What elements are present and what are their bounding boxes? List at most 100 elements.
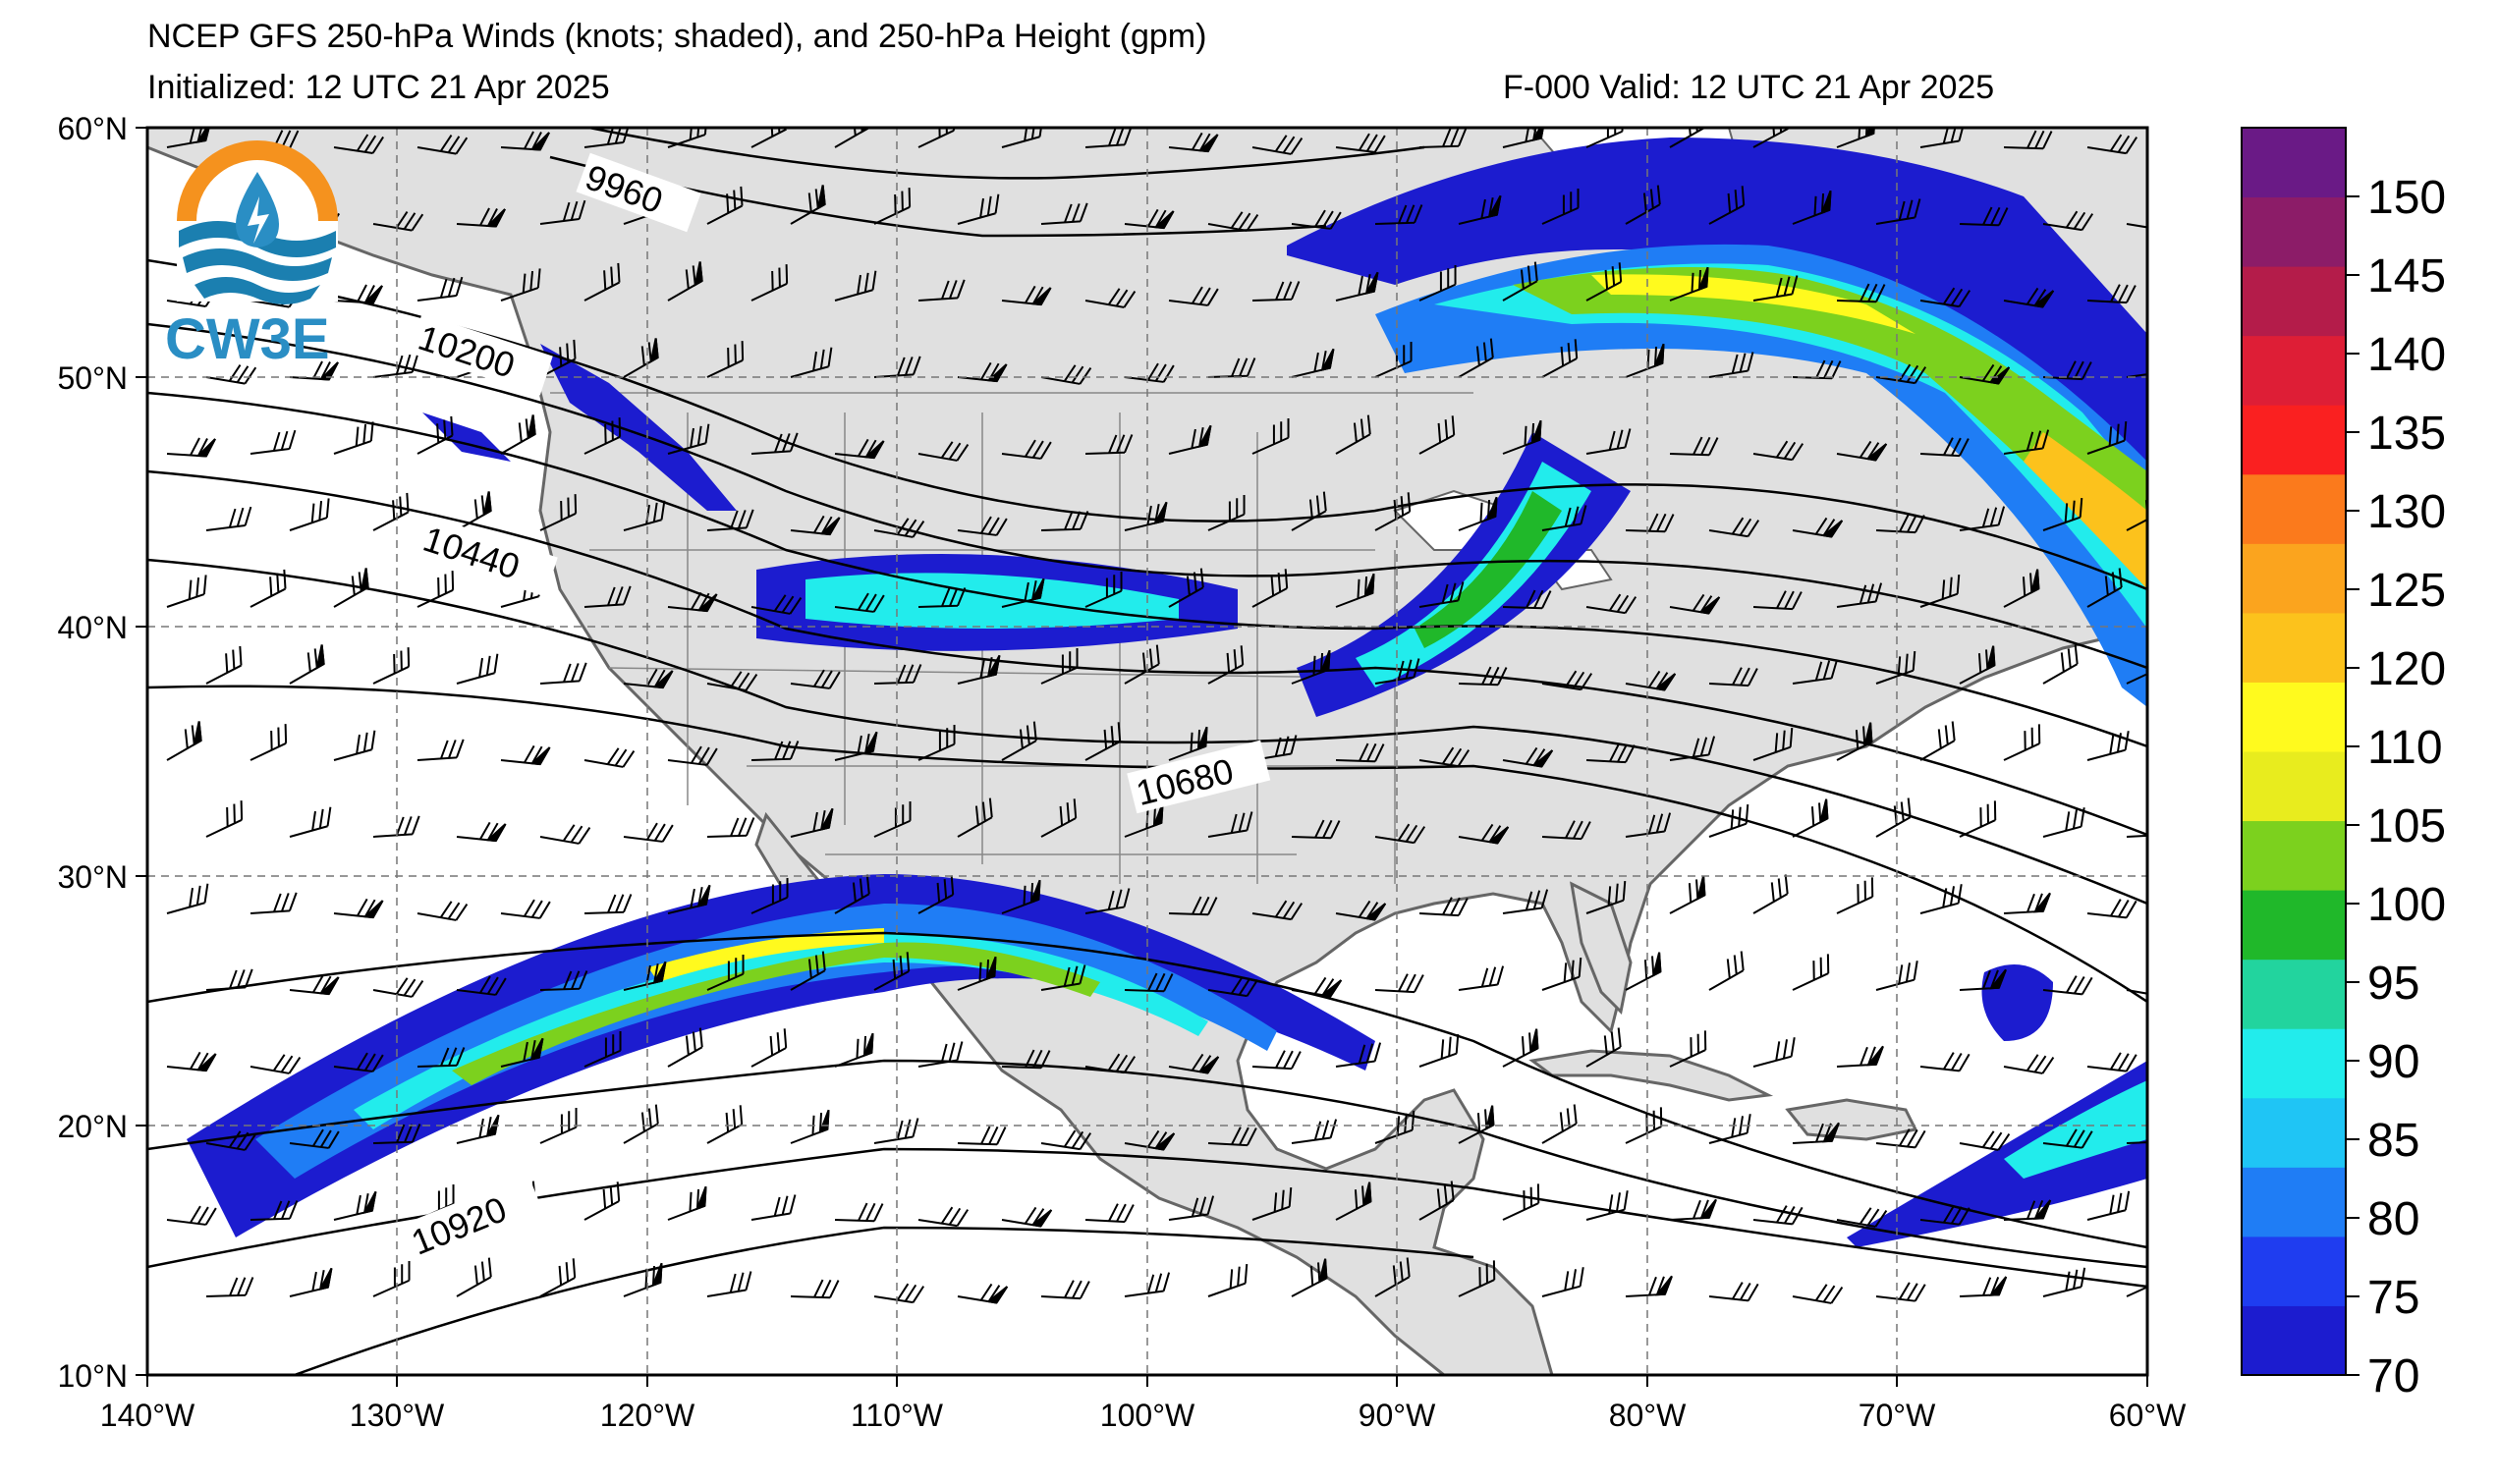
wind-barb bbox=[1335, 414, 1371, 455]
wind-barb-flag bbox=[1821, 520, 1844, 538]
wind-barb bbox=[1168, 286, 1219, 306]
wind-barb bbox=[623, 1104, 659, 1144]
wind-barb bbox=[372, 1124, 421, 1144]
wind-barb bbox=[1502, 1183, 1540, 1221]
wind-barb bbox=[2086, 1190, 2131, 1221]
lon-label: 110°W bbox=[851, 1398, 944, 1433]
wind-barb bbox=[456, 653, 499, 685]
wind-barb bbox=[1625, 1107, 1663, 1144]
wind-barb-flag bbox=[649, 338, 659, 364]
gridlines bbox=[147, 128, 2147, 1375]
wind-barb bbox=[416, 901, 469, 921]
wind-barb bbox=[1669, 436, 1719, 457]
wind-barb bbox=[623, 500, 666, 531]
wind-barb-flag bbox=[529, 1037, 544, 1062]
wind-barb bbox=[1251, 281, 1301, 302]
wind-barb bbox=[416, 276, 464, 302]
wind-barb-flag bbox=[1484, 1105, 1495, 1131]
colorbar-tick-label: 75 bbox=[2367, 1272, 2419, 1324]
wind-barb bbox=[1919, 1205, 1971, 1226]
wind-barb bbox=[1168, 1195, 1215, 1221]
wind-barb-flag bbox=[2146, 493, 2169, 516]
wind-barb bbox=[834, 1202, 884, 1223]
wind-barb bbox=[706, 341, 745, 378]
wind-barb-flag bbox=[1653, 343, 1665, 368]
lat-labels: 60°N 50°N 40°N 30°N 20°N 10°N bbox=[58, 111, 129, 1394]
wind-barb bbox=[166, 883, 209, 914]
wind-barb bbox=[1374, 973, 1424, 994]
wind-barb bbox=[416, 1047, 466, 1068]
wind-barb bbox=[2086, 134, 2138, 155]
wind-barb bbox=[1752, 128, 1790, 148]
wind-barb bbox=[1168, 568, 1204, 608]
wind-barb bbox=[539, 494, 578, 531]
wind-barb bbox=[1084, 1203, 1135, 1224]
wind-barb bbox=[583, 1031, 622, 1068]
lat-label: 20°N bbox=[58, 1109, 129, 1144]
wind-barb bbox=[873, 801, 912, 838]
wind-barb bbox=[1040, 202, 1088, 225]
wind-barb bbox=[1335, 133, 1386, 153]
wind-barb bbox=[917, 1041, 964, 1068]
wind-barb bbox=[1502, 261, 1538, 302]
wind-barb bbox=[1875, 1128, 1926, 1149]
wind-barb-flag bbox=[1698, 596, 1721, 615]
wind-barb bbox=[1001, 439, 1052, 460]
wind-barb bbox=[539, 824, 591, 845]
wind-barb bbox=[750, 594, 803, 615]
wind-barb bbox=[583, 1182, 621, 1221]
wind-barb bbox=[750, 878, 789, 914]
wind-barb bbox=[1374, 342, 1413, 378]
wind-barb bbox=[205, 1130, 257, 1151]
wind-barb bbox=[834, 874, 870, 914]
wind-barb bbox=[917, 875, 955, 914]
wind-barb-flag bbox=[1818, 798, 1829, 825]
wind-barb bbox=[500, 899, 551, 919]
wind-barb bbox=[1708, 352, 1754, 378]
colorbar-tick-label: 90 bbox=[2367, 1036, 2419, 1088]
wind-barb bbox=[1084, 572, 1123, 608]
wind-barb bbox=[416, 134, 469, 155]
wind-barb-flag bbox=[1487, 194, 1502, 219]
wind-barb bbox=[873, 664, 922, 685]
wind-barb bbox=[1585, 593, 1638, 615]
colorbar-frame bbox=[2241, 127, 2347, 1376]
wind-barb bbox=[583, 747, 636, 768]
wind-barb bbox=[500, 268, 541, 302]
wind-barb bbox=[333, 730, 376, 761]
wind-barb-flag bbox=[529, 746, 551, 766]
colorbar-segment bbox=[2242, 1236, 2346, 1306]
wind-barb-flag bbox=[1988, 968, 2007, 990]
wind-barb-flag bbox=[1530, 419, 1542, 445]
wind-barb bbox=[372, 647, 411, 685]
wind-barb bbox=[1251, 569, 1289, 608]
wind-barb-flag bbox=[1364, 271, 1379, 296]
wind-barb bbox=[205, 1277, 254, 1297]
wind-barb bbox=[1458, 338, 1494, 378]
wind-barb-flag bbox=[1320, 979, 1343, 998]
wind-barb bbox=[2042, 1128, 2093, 1149]
wind-barb bbox=[1084, 888, 1131, 914]
wind-barb bbox=[1291, 819, 1341, 840]
wind-barb-flag bbox=[694, 261, 703, 288]
wind-barb bbox=[1836, 128, 1876, 148]
wind-barb bbox=[1959, 1130, 2011, 1151]
wind-barb bbox=[583, 128, 631, 148]
wind-barb-flag bbox=[1865, 1045, 1884, 1067]
wind-speed-shading bbox=[187, 137, 2147, 1247]
wind-barb bbox=[456, 975, 507, 996]
wind-barb bbox=[2042, 644, 2079, 685]
wind-barb bbox=[2003, 724, 2041, 761]
wind-barb bbox=[1836, 582, 1883, 608]
colorbar-segment bbox=[2242, 1097, 2346, 1168]
wind-barb bbox=[1752, 275, 1799, 302]
colorbar-tick-label: 145 bbox=[2367, 250, 2446, 302]
wind-barb bbox=[957, 193, 1000, 225]
wind-barb bbox=[1207, 1127, 1257, 1147]
lon-label: 90°W bbox=[1359, 1398, 1436, 1433]
wind-barb bbox=[1708, 186, 1746, 225]
wind-barb bbox=[2086, 899, 2137, 919]
wind-barb bbox=[1040, 964, 1086, 991]
wind-barb bbox=[2042, 497, 2083, 531]
wind-barb bbox=[1374, 1257, 1411, 1297]
